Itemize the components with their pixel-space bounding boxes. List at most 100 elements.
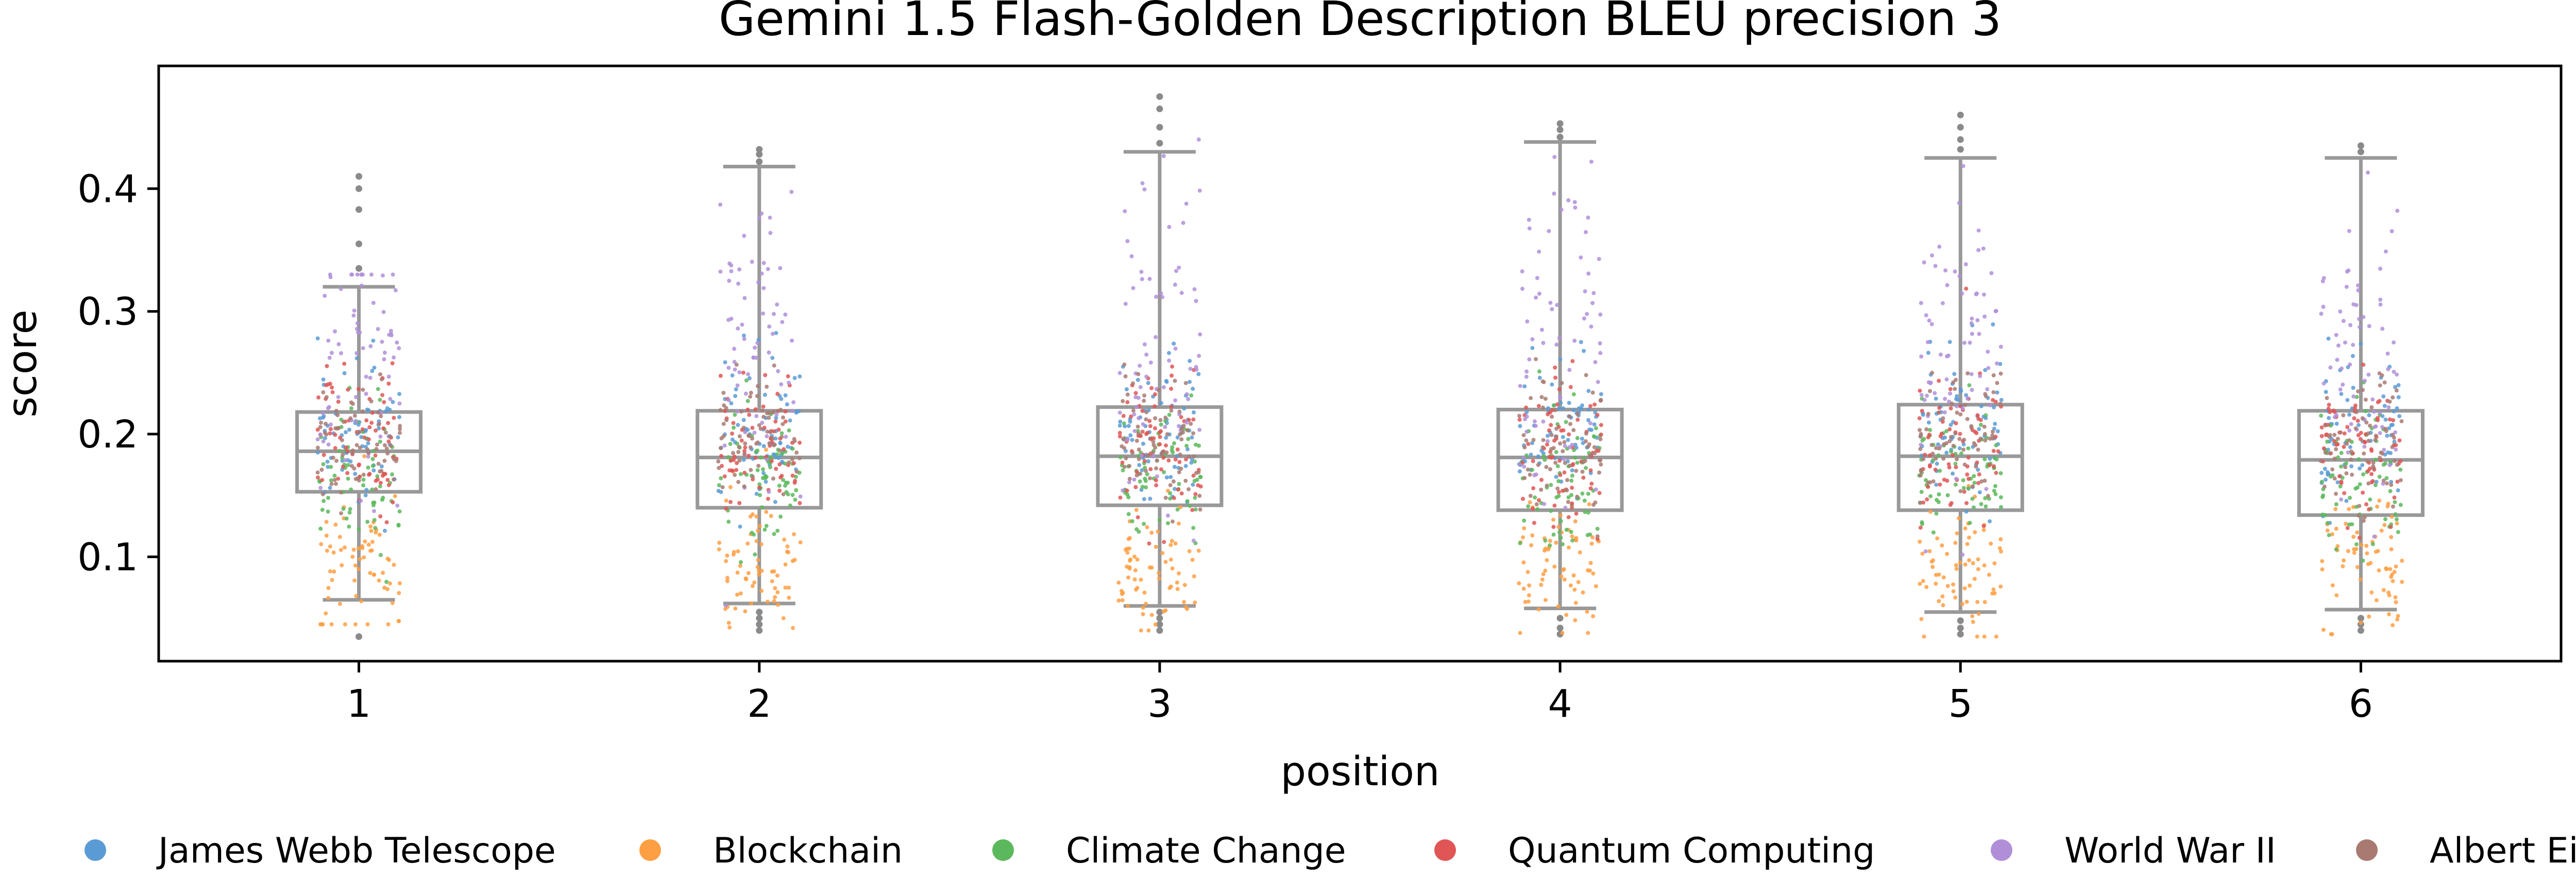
data-point [1575,436,1580,440]
data-point [357,430,361,435]
data-point [2374,598,2379,602]
data-point [1518,384,1522,388]
data-point [1189,422,1193,426]
data-point [1957,201,1961,205]
data-point [386,421,391,425]
data-point [1194,367,1199,372]
data-point [1564,420,1568,424]
data-point [1972,577,1977,581]
data-point [380,497,384,502]
data-point [1933,391,1937,395]
data-point [730,373,735,378]
data-point [1982,432,1987,436]
data-point [1172,441,1176,445]
data-point [786,374,790,378]
data-point [768,465,772,470]
data-point [1173,457,1178,462]
data-point [743,430,748,435]
data-point [397,509,402,514]
data-point [1960,601,1964,606]
data-point [753,346,757,350]
data-point [752,532,756,537]
data-point [1154,295,1159,299]
data-point [1117,434,1122,439]
data-point [1161,456,1166,460]
data-point [733,606,738,611]
data-point [1175,435,1180,440]
data-point [1588,532,1592,537]
data-point [2328,410,2332,415]
data-point [1922,437,1926,441]
box-outlier [1957,111,1964,118]
data-point [1548,301,1553,305]
data-point [2393,512,2398,516]
data-point [2319,413,2324,418]
data-point [2335,437,2340,441]
data-point [315,437,320,442]
data-point [1526,467,1530,472]
data-point [1134,527,1139,531]
data-point [1550,307,1554,312]
data-point [2394,388,2399,393]
data-point [324,611,328,616]
data-point [1580,491,1585,496]
data-point [792,437,796,441]
data-point [1144,601,1148,606]
data-point [2377,498,2382,503]
data-point [1972,480,1977,485]
data-point [1920,551,1925,556]
data-point [759,542,764,546]
data-point [357,463,361,468]
data-point [1170,566,1175,571]
data-point [1173,541,1178,546]
data-point [1132,577,1137,582]
data-point [757,485,761,490]
data-point [352,308,357,313]
data-point [1543,457,1547,462]
data-point [1129,254,1134,258]
data-point [1137,416,1141,421]
data-point [2389,575,2394,579]
data-point [1942,410,1947,415]
data-point [1994,443,1998,447]
data-point [1196,372,1201,376]
data-point [751,474,755,479]
data-point [1164,443,1168,448]
data-point [346,387,350,392]
box-outlier [1957,631,1964,638]
data-point [1940,543,1944,548]
data-point [392,562,396,567]
data-point [320,478,325,482]
data-point [1994,361,1999,366]
data-point [1942,477,1946,482]
data-point [1958,432,1962,436]
data-point [1158,435,1162,439]
box-outlier [1957,617,1964,624]
box-outlier [2357,142,2364,149]
data-point [742,471,747,475]
data-point [761,444,766,448]
data-point [1167,412,1172,417]
data-point [2342,491,2347,495]
data-point [1599,392,1603,396]
data-point [1589,324,1594,329]
data-point [775,590,780,595]
strip-points-4 [1517,154,1603,635]
data-point [726,520,731,524]
x-tick-label: 2 [747,682,771,726]
data-point [2368,423,2372,428]
data-point [1191,539,1196,543]
data-point [741,333,746,338]
data-point [1171,479,1176,484]
data-point [1592,445,1597,450]
data-point [777,462,782,467]
box-outlier [1156,93,1163,100]
data-point [2325,521,2330,525]
data-point [2319,471,2324,475]
data-point [1565,488,1569,493]
data-point [1586,271,1591,276]
data-point [1581,590,1585,595]
data-point [1117,371,1122,375]
data-point [1139,453,1144,458]
data-point [1597,257,1601,261]
